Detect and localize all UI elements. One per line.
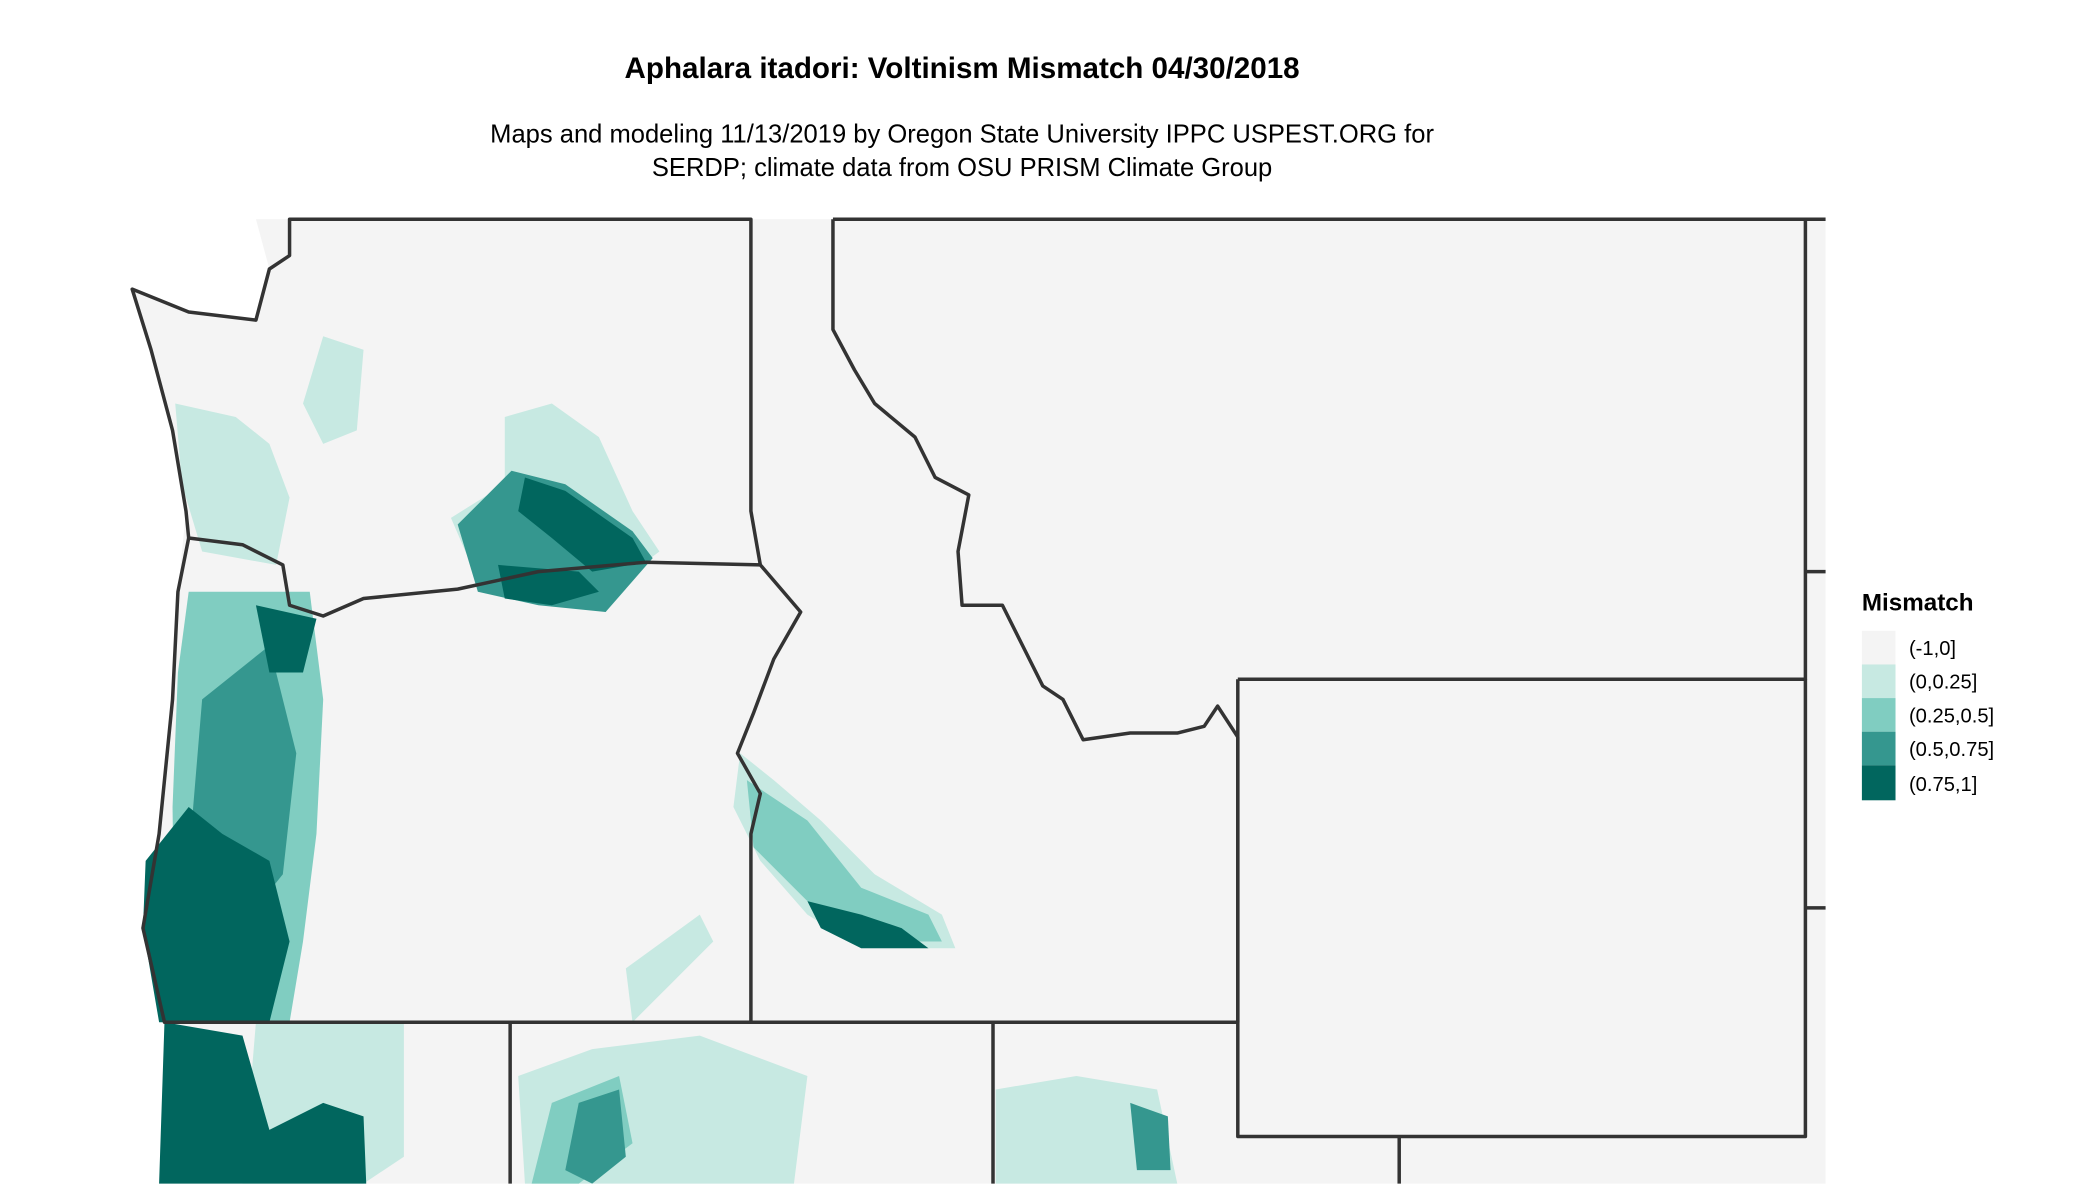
washington-border (130, 217, 763, 618)
oregon-border (141, 537, 803, 1024)
zone-med (746, 780, 942, 942)
mismatch-zones (142, 336, 1178, 1184)
idaho-border (750, 219, 1240, 1024)
nevada-utah-borders (508, 1022, 1401, 1184)
zone-low (175, 403, 290, 565)
zone-vhigh (159, 1022, 367, 1184)
legend-swatch-3 (1861, 731, 1896, 766)
legend-title: Mismatch (1862, 590, 1974, 617)
legend-swatch-2 (1861, 698, 1896, 732)
zone-low (733, 753, 956, 949)
state-borders (130, 217, 1826, 1184)
zone-vhigh (142, 807, 290, 1023)
zone-high (1130, 1102, 1171, 1171)
legend-swatch-4 (1861, 765, 1896, 801)
legend-swatch-0 (1861, 630, 1896, 665)
legend: Mismatch (-1,0] (0,0.25] (0.25,0.5] (0.5… (1861, 590, 1994, 801)
legend-swatch-1 (1861, 664, 1896, 699)
legend-label-3: (0.5,0.75] (1909, 739, 1994, 761)
zone-vhigh (255, 605, 317, 673)
zone-high (565, 1089, 626, 1184)
map-subtitle-line1: Maps and modeling 11/13/2019 by Oregon S… (490, 121, 1434, 149)
zone-low (625, 914, 714, 1023)
legend-label-0: (-1,0] (1909, 638, 1956, 660)
legend-label-4: (0.75,1] (1909, 774, 1977, 796)
zone-low (995, 1076, 1178, 1184)
zone-vhigh (518, 477, 646, 572)
map-title: Aphalara itadori: Voltinism Mismatch 04/… (625, 52, 1300, 85)
legend-label-1: (0,0.25] (1909, 672, 1977, 694)
map-subtitle-line2: SERDP; climate data from OSU PRISM Clima… (652, 154, 1272, 182)
wyoming-border (1236, 569, 1826, 1139)
map-panel (130, 217, 1826, 1184)
legend-label-2: (0.25,0.5] (1909, 705, 1994, 727)
zone-low (303, 336, 364, 444)
